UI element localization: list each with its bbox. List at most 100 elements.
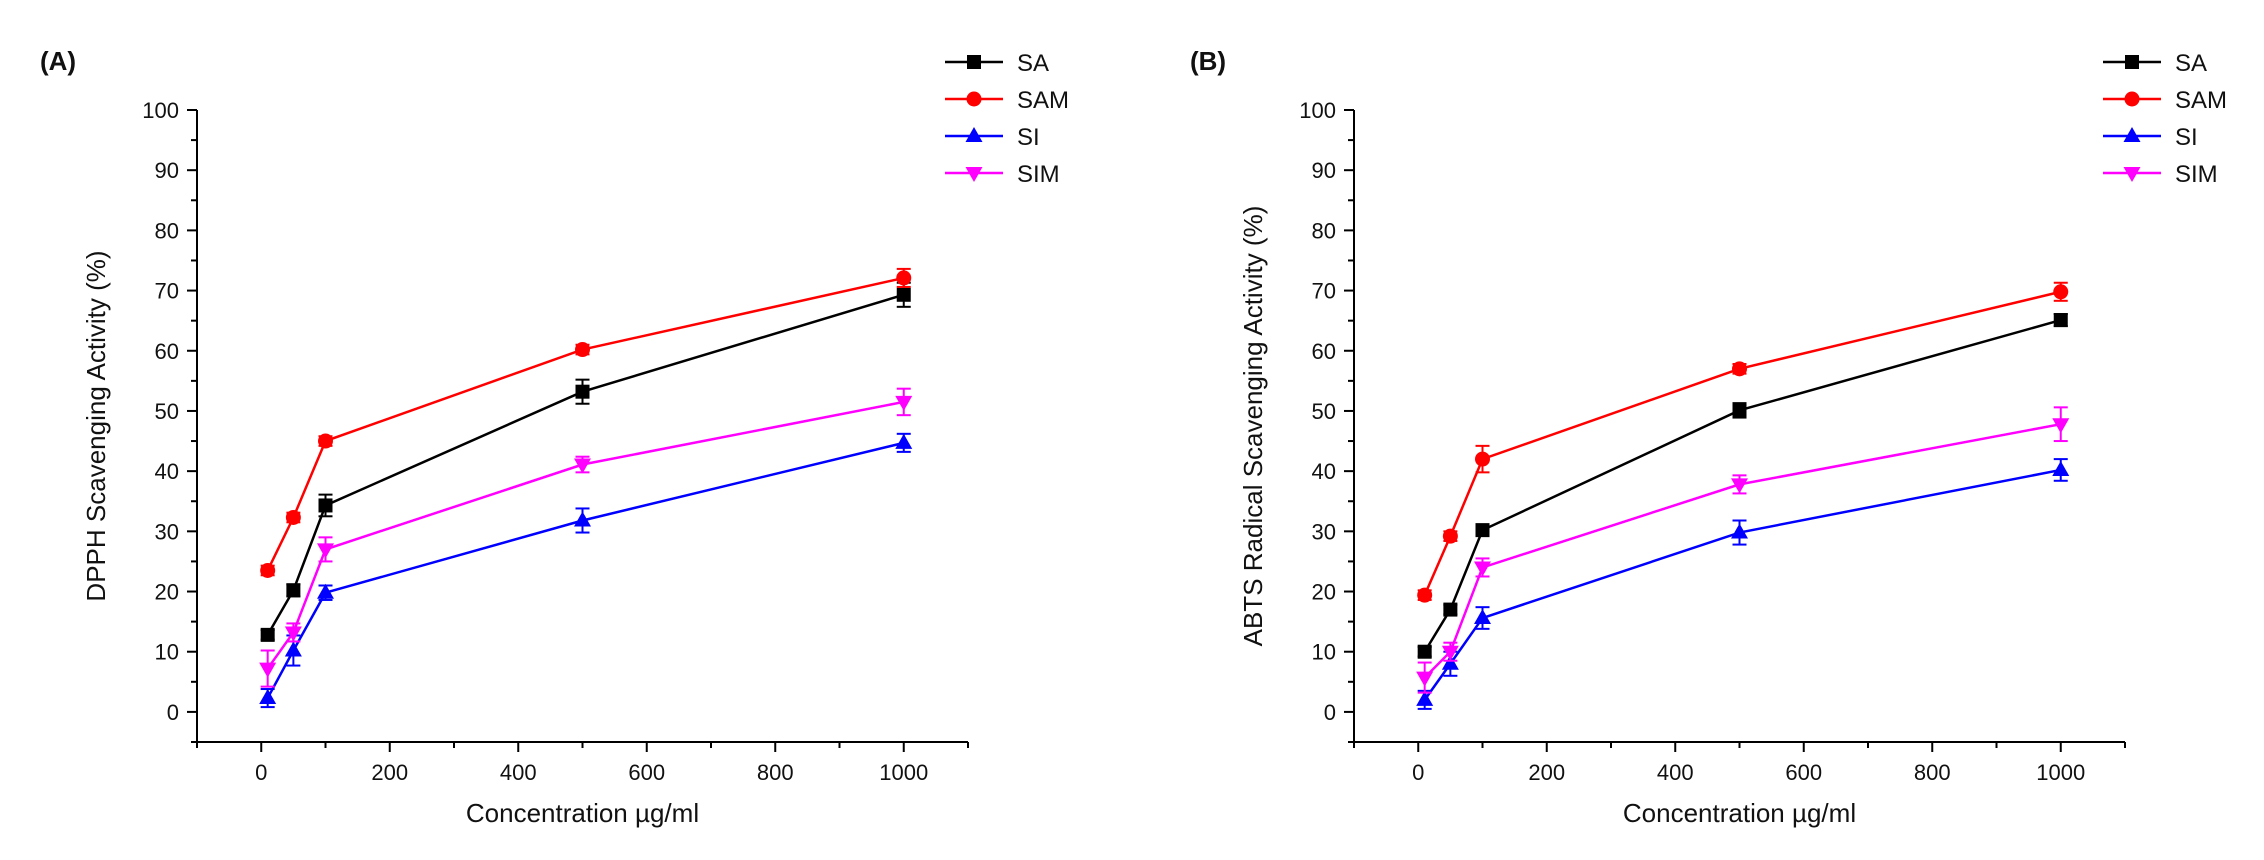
- x-tick-label: 200: [1528, 760, 1565, 785]
- panel-label: (B): [1190, 46, 1226, 76]
- legend-label: SIM: [2175, 161, 2218, 188]
- data-point: [1443, 602, 1458, 617]
- data-point: [896, 270, 912, 286]
- data-point: [575, 342, 590, 358]
- legend-label: SA: [2175, 50, 2207, 77]
- data-point: [1475, 523, 1490, 538]
- series-line: [266, 276, 905, 572]
- data-point: [1731, 478, 1748, 494]
- series-line: [1423, 422, 2061, 679]
- legend-label: SI: [2175, 124, 2198, 151]
- x-tick-label: 1000: [879, 760, 928, 785]
- data-point: [1474, 609, 1491, 625]
- data-point: [896, 287, 911, 302]
- x-tick-label: 0: [1412, 760, 1424, 785]
- y-tick-label: 100: [142, 98, 179, 123]
- y-tick-label: 50: [155, 399, 179, 424]
- data-point: [317, 583, 334, 599]
- y-tick-label: 60: [1312, 339, 1336, 364]
- data-point: [1416, 690, 1434, 706]
- data-point: [259, 662, 277, 678]
- chart-panel-a: (A) 0 200 400 600 800 1000 0 10 20 30 40 50 60 70 80 90 1…: [40, 46, 1069, 828]
- legend: SA SAM SI SIM: [2103, 50, 2227, 188]
- y-tick-label: 90: [1312, 158, 1336, 183]
- legend-label: SIM: [1017, 161, 1060, 188]
- series-line: [1423, 290, 2062, 596]
- data-point: [260, 562, 276, 578]
- panel-label: (A): [40, 46, 76, 76]
- y-tick-label: 30: [1312, 519, 1336, 544]
- y-axis-title: ABTS Radical Scavenging Activity (%): [1238, 206, 1268, 647]
- y-tick-label: 10: [155, 640, 179, 665]
- data-point: [1474, 561, 1491, 577]
- data-point: [285, 509, 301, 525]
- series-si: [1416, 458, 2070, 710]
- legend-label: SAM: [2175, 87, 2227, 114]
- y-tick-label: 30: [155, 519, 179, 544]
- data-point: [574, 458, 591, 474]
- y-tick-label: 0: [1324, 700, 1336, 725]
- y-tick-label: 100: [1299, 98, 1336, 123]
- y-tick-label: 80: [1312, 218, 1336, 243]
- y-tick-label: 60: [155, 339, 179, 364]
- legend-marker: [2123, 127, 2141, 142]
- y-tick-label: 90: [155, 158, 179, 183]
- series-sim: [1416, 406, 2070, 694]
- x-tick-label: 600: [628, 760, 665, 785]
- x-tick-label: 1000: [2036, 760, 2085, 785]
- data-point: [574, 511, 591, 527]
- series-line: [266, 441, 905, 699]
- x-tick-label: 400: [500, 760, 537, 785]
- y-tick-label: 70: [1312, 279, 1336, 304]
- chart-panel-b: (B) 0 200 400 600 800 1000 0 10 20 30 40 50 60 70 80 90 1…: [1190, 46, 2227, 828]
- y-tick-label: 20: [155, 580, 179, 605]
- legend-label: SI: [1017, 124, 1040, 151]
- data-point: [1475, 451, 1490, 467]
- series-sam: [1417, 281, 2069, 603]
- x-axis-title: Concentration µg/ml: [466, 798, 699, 828]
- data-point: [286, 583, 301, 598]
- y-tick-label: 20: [1312, 580, 1336, 605]
- y-tick-label: 70: [155, 279, 179, 304]
- data-point: [2052, 460, 2070, 476]
- series-sa: [260, 281, 911, 642]
- data-point: [317, 543, 334, 559]
- y-tick-label: 80: [155, 218, 179, 243]
- x-tick-label: 400: [1657, 760, 1694, 785]
- data-point: [1732, 361, 1747, 377]
- legend-marker: [2125, 55, 2139, 69]
- data-point: [1417, 587, 1433, 603]
- legend-label: SAM: [1017, 87, 1069, 114]
- legend-marker: [965, 167, 983, 182]
- data-point: [1417, 644, 1432, 659]
- data-point: [318, 433, 333, 449]
- data-point: [260, 627, 275, 642]
- x-tick-label: 600: [1785, 760, 1822, 785]
- data-point: [895, 395, 913, 411]
- series-sam: [260, 267, 912, 578]
- x-tick-label: 200: [371, 760, 408, 785]
- legend-marker: [2124, 91, 2140, 107]
- data-point: [1732, 403, 1747, 418]
- data-point: [1441, 654, 1459, 670]
- legend: SA SAM SI SIM: [945, 50, 1069, 188]
- data-point: [575, 384, 590, 399]
- series-line: [266, 400, 904, 670]
- data-point: [284, 641, 302, 657]
- x-tick-label: 800: [1914, 760, 1951, 785]
- data-point: [284, 626, 302, 642]
- x-tick-label: 0: [255, 760, 267, 785]
- y-axis-title: DPPH Scavenging Activity (%): [81, 250, 111, 601]
- legend-label: SA: [1017, 50, 1049, 77]
- series-si: [259, 432, 913, 709]
- x-axis-title: Concentration µg/ml: [1623, 798, 1856, 828]
- legend-marker: [967, 55, 981, 69]
- legend-marker: [966, 91, 982, 107]
- data-point: [1731, 523, 1748, 539]
- data-point: [2053, 284, 2069, 300]
- data-point: [318, 498, 333, 513]
- y-tick-label: 40: [1312, 459, 1336, 484]
- data-point: [2053, 313, 2068, 328]
